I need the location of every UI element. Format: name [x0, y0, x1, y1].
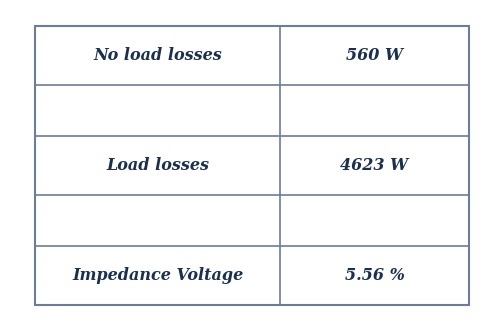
Text: No load losses: No load losses: [93, 47, 222, 64]
Text: Impedance Voltage: Impedance Voltage: [72, 267, 243, 284]
Text: Load losses: Load losses: [106, 157, 209, 174]
Text: 5.56 %: 5.56 %: [345, 267, 404, 284]
Bar: [35, 26, 469, 305]
Text: 4623 W: 4623 W: [340, 157, 409, 174]
Text: 560 W: 560 W: [346, 47, 403, 64]
